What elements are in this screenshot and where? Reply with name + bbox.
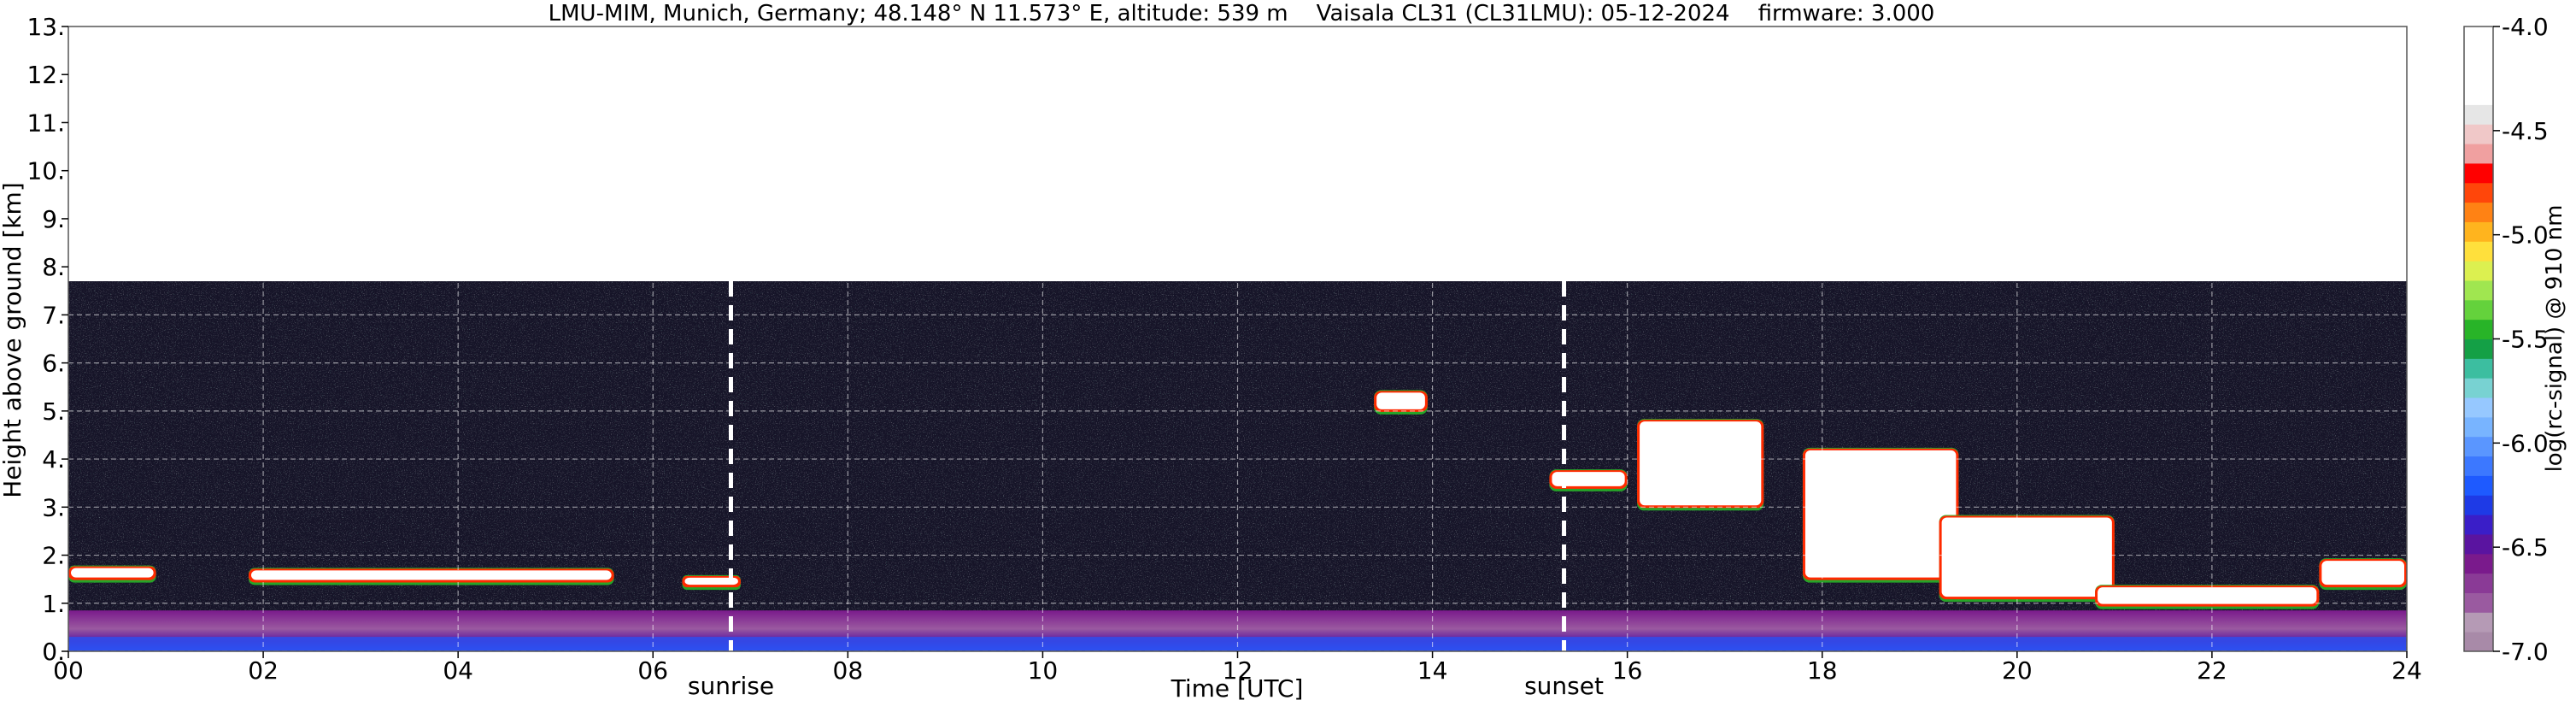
colorbar-tick-label: -5.0: [2502, 221, 2549, 250]
y-tick-label: 10.: [26, 157, 65, 185]
layer-8: [1939, 515, 2115, 603]
colorbar-ticks: -4.0 -4.5 -5.0 -5.5 -6.0 -6.5 -7.0: [2493, 13, 2549, 666]
x-tick-label: 02: [248, 656, 279, 685]
colorbar-tick-label: -6.5: [2502, 533, 2549, 562]
y-tick-label: 4.: [42, 445, 65, 474]
y-tick-label: 5.: [42, 397, 65, 426]
y-tick-label: 8.: [42, 253, 65, 281]
colorbar-swatch: [2464, 45, 2493, 67]
layer-core: [1640, 421, 1762, 506]
y-tick-label: 13.: [26, 13, 65, 41]
colorbar-swatch: [2464, 338, 2493, 359]
layer-core: [684, 577, 738, 585]
colorbar-tick-label: -4.0: [2502, 13, 2549, 41]
sunset-label: sunset: [1524, 672, 1604, 700]
y-tick-label: 2.: [42, 542, 65, 570]
y-axis-ticks: 0. 1. 2. 3. 4. 5. 6. 7. 8. 9. 10. 11. 12. 13.: [26, 13, 68, 666]
y-tick-label: 6.: [42, 350, 65, 378]
colorbar-swatch: [2464, 495, 2493, 515]
layer-6: [1637, 419, 1764, 511]
colorbar-swatch: [2464, 162, 2493, 184]
x-tick-label: 06: [637, 656, 668, 685]
sunrise-label: sunrise: [688, 672, 774, 700]
layer-core: [1804, 450, 1957, 578]
layer-10: [2319, 558, 2407, 591]
x-tick-label: 12: [1223, 656, 1253, 685]
y-tick-label: 0.: [42, 638, 65, 666]
layer-core: [1376, 392, 1425, 409]
colorbar-tick-label: -5.5: [2502, 326, 2549, 354]
y-tick-label: 7.: [42, 301, 65, 329]
x-tick-label: 08: [833, 656, 864, 685]
y-tick-label: 12.: [26, 61, 65, 89]
colorbar-swatch: [2464, 202, 2493, 222]
layer-core: [250, 570, 612, 580]
colorbar-swatch: [2464, 104, 2493, 125]
colorbar-swatch: [2464, 358, 2493, 379]
colorbar-swatch: [2464, 475, 2493, 496]
colorbar-swatch: [2464, 416, 2493, 438]
colorbar-swatch: [2464, 299, 2493, 321]
x-tick-label: 20: [2002, 656, 2033, 685]
colorbar-swatch: [2464, 26, 2493, 47]
colorbar-swatch: [2464, 124, 2493, 144]
colorbar-swatch: [2464, 241, 2493, 262]
layer-core: [2321, 561, 2404, 585]
layer-3: [682, 574, 741, 591]
x-tick-label: 14: [1417, 656, 1448, 685]
x-tick-label: 16: [1612, 656, 1643, 685]
layer-7: [1802, 447, 1959, 583]
x-axis-label: Time [UTC]: [1171, 674, 1304, 703]
layer-4: [1374, 390, 1428, 415]
plot-area: sunrise sunset: [67, 26, 2408, 700]
y-tick-label: 1.: [42, 590, 65, 618]
colorbar-label: log(rc-signal) @ 910 nm: [2542, 205, 2567, 473]
colorbar-swatch: [2464, 319, 2493, 339]
colorbar-swatch: [2464, 85, 2493, 105]
colorbar-swatch: [2464, 221, 2493, 242]
colorbar-swatch: [2464, 456, 2493, 476]
colorbar-swatch: [2464, 533, 2493, 555]
colorbar-swatch: [2464, 65, 2493, 86]
y-tick-label: 9.: [42, 205, 65, 233]
colorbar-swatch: [2464, 436, 2493, 457]
colorbar-tick-label: -7.0: [2502, 638, 2549, 666]
x-tick-label: 22: [2197, 656, 2227, 685]
colorbar-swatch: [2464, 378, 2493, 398]
layer-1: [68, 565, 156, 583]
colorbar-swatch: [2464, 515, 2493, 535]
x-tick-label: 24: [2391, 656, 2422, 685]
layer-2: [248, 568, 614, 585]
colorbar: [2463, 26, 2494, 652]
layer-core: [1552, 472, 1625, 486]
x-tick-label: 18: [1807, 656, 1838, 685]
layer-5: [1549, 469, 1628, 491]
y-tick-label: 3.: [42, 493, 65, 521]
x-tick-label: 04: [443, 656, 473, 685]
colorbar-swatch: [2464, 279, 2493, 301]
x-tick-label: 00: [53, 656, 84, 685]
x-axis-ticks: 00 02 04 06 08 10 12 14 16 18 20 22 24: [53, 651, 2422, 685]
colorbar-swatch: [2464, 632, 2493, 652]
colorbar-tick-label: -6.0: [2502, 429, 2549, 457]
colorbar-swatch: [2464, 397, 2493, 418]
colorbar-tick-label: -4.5: [2502, 117, 2549, 145]
colorbar-swatch: [2464, 553, 2493, 574]
colorbar-swatch: [2464, 612, 2493, 632]
sun-annotations: sunrise sunset: [688, 281, 1604, 700]
layer-core: [1941, 517, 2112, 597]
layer-core: [2098, 587, 2317, 604]
colorbar-swatch: [2464, 182, 2493, 203]
colorbar-swatch: [2464, 144, 2493, 164]
y-axis-label: Height above ground [km]: [0, 182, 26, 498]
colorbar-swatch: [2464, 573, 2493, 593]
chart-title: LMU-MIM, Munich, Germany; 48.148° N 11.5…: [549, 1, 1935, 26]
layer-core: [71, 568, 154, 578]
y-tick-label: 11.: [26, 109, 65, 137]
x-tick-label: 10: [1028, 656, 1059, 685]
colorbar-swatch: [2464, 261, 2493, 281]
colorbar-swatch: [2464, 592, 2493, 613]
layer-9: [2095, 585, 2320, 609]
